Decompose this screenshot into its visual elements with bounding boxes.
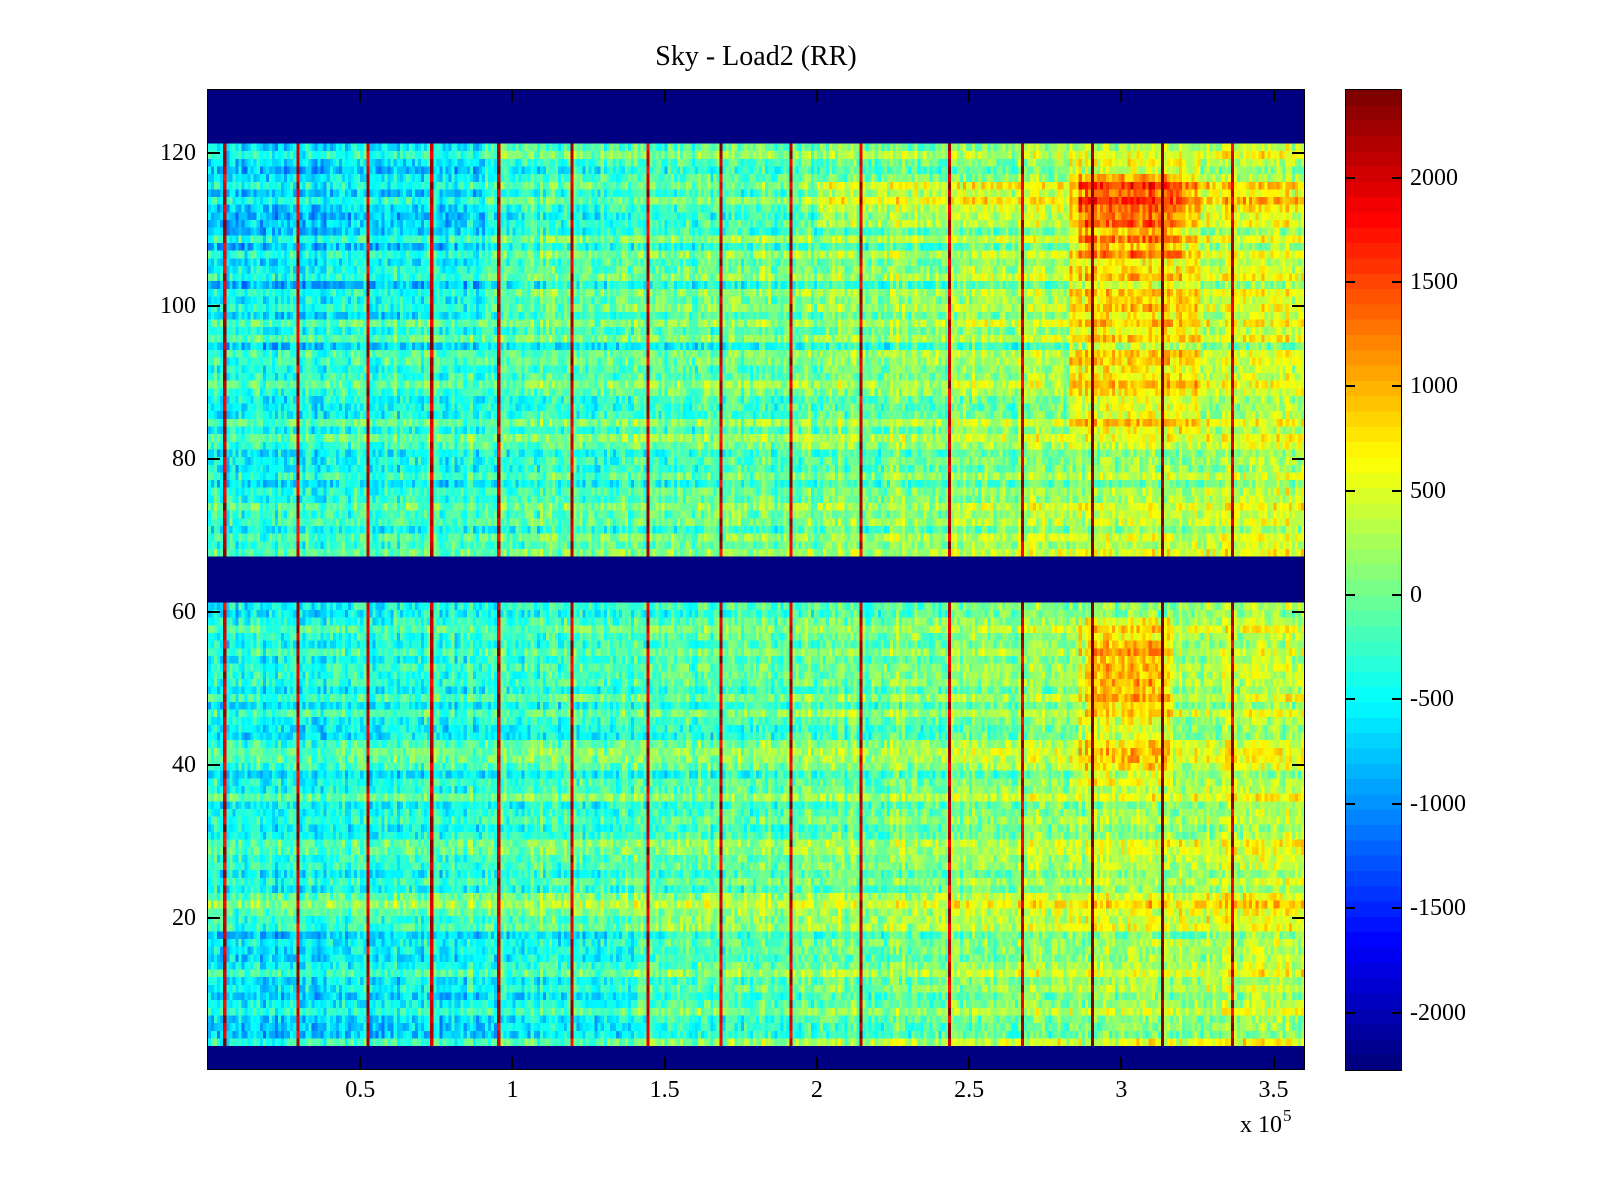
colorbar-tick-label: 0: [1410, 582, 1422, 609]
x-tick-mark: [359, 1057, 362, 1069]
colorbar-tick-label: -500: [1410, 686, 1454, 713]
colorbar-tick-mark: [1346, 907, 1355, 910]
colorbar-tick-label: 2000: [1410, 164, 1458, 191]
colorbar-tick-mark: [1346, 385, 1355, 388]
colorbar-tick-mark-right: [1392, 802, 1401, 805]
y-tick-mark: [208, 763, 220, 766]
x-axis-exponent: x 105: [1240, 1106, 1360, 1139]
colorbar-tick-mark: [1346, 489, 1355, 492]
x-tick-mark: [511, 1057, 514, 1069]
x-tick-mark: [1120, 1057, 1123, 1069]
y-tick-mark-right: [1292, 152, 1304, 155]
y-tick-mark-right: [1292, 611, 1304, 613]
x-tick-mark: [815, 1057, 818, 1069]
y-tick-label: 40: [172, 751, 196, 778]
y-tick-mark: [208, 458, 220, 461]
colorbar-tick-mark-right: [1392, 594, 1401, 597]
x-tick-label: 3.5: [1258, 1077, 1289, 1103]
y-tick-label: 120: [160, 140, 196, 167]
y-tick-mark: [208, 152, 220, 155]
colorbar-tick-label: -1500: [1410, 895, 1466, 922]
colorbar-tick-mark-right: [1392, 1011, 1401, 1014]
colorbar-tick-mark-right: [1392, 489, 1401, 492]
x-tick-label: 1.5: [649, 1077, 680, 1103]
x-tick-mark-top: [511, 90, 514, 102]
y-tick-label: 60: [172, 599, 196, 625]
colorbar-tick-mark: [1346, 176, 1355, 179]
page-title: Sky - Load2 (RR): [655, 41, 857, 72]
colorbar-tick-label: 500: [1410, 477, 1446, 504]
colorbar-canvas: [1346, 90, 1401, 1070]
x-tick-mark-top: [968, 90, 971, 102]
x-tick-mark-top: [815, 90, 818, 102]
colorbar-tick-label: -1000: [1410, 790, 1466, 817]
y-tick-mark-right: [1292, 916, 1304, 919]
colorbar-tick-mark: [1346, 281, 1355, 284]
x-axis-exponent-power: 5: [1283, 1106, 1292, 1125]
y-tick-label: 80: [172, 446, 196, 473]
x-tick-label: 2: [810, 1077, 823, 1103]
x-tick-mark-top: [359, 90, 362, 102]
x-tick-label: 2.5: [954, 1077, 985, 1103]
colorbar-tick-mark-right: [1392, 907, 1401, 910]
x-tick-mark: [663, 1057, 666, 1069]
x-tick-label: 3: [1115, 1077, 1128, 1103]
colorbar-tick-label: -2000: [1410, 999, 1466, 1026]
y-tick-label: 100: [160, 293, 196, 320]
x-tick-mark-top: [1120, 90, 1123, 102]
x-tick-mark-top: [1272, 90, 1275, 102]
x-tick-mark-top: [663, 90, 666, 102]
y-tick-mark: [208, 611, 220, 613]
x-tick-mark: [968, 1057, 971, 1069]
colorbar-tick-mark-right: [1392, 698, 1401, 701]
y-tick-mark-right: [1292, 763, 1304, 766]
colorbar-tick-label: 1000: [1410, 373, 1458, 400]
x-axis-exponent-prefix: x 10: [1240, 1112, 1282, 1138]
colorbar-tick-label: 1500: [1410, 269, 1458, 296]
colorbar-tick-mark-right: [1392, 385, 1401, 388]
y-tick-mark-right: [1292, 305, 1304, 308]
x-tick-label: 1: [506, 1077, 519, 1103]
colorbar-tick-mark-right: [1392, 281, 1401, 284]
colorbar-tick-mark: [1346, 1011, 1355, 1014]
colorbar-tick-mark: [1346, 594, 1355, 597]
heatmap-canvas: [208, 90, 1304, 1069]
y-tick-mark-right: [1292, 458, 1304, 461]
colorbar-tick-mark: [1346, 698, 1355, 701]
y-tick-mark: [208, 305, 220, 308]
y-tick-mark: [208, 916, 220, 919]
colorbar-tick-mark: [1346, 802, 1355, 805]
x-tick-mark: [1272, 1057, 1275, 1069]
y-tick-label: 20: [172, 904, 196, 931]
colorbar-tick-mark-right: [1392, 176, 1401, 179]
x-tick-label: 0.5: [345, 1077, 376, 1103]
